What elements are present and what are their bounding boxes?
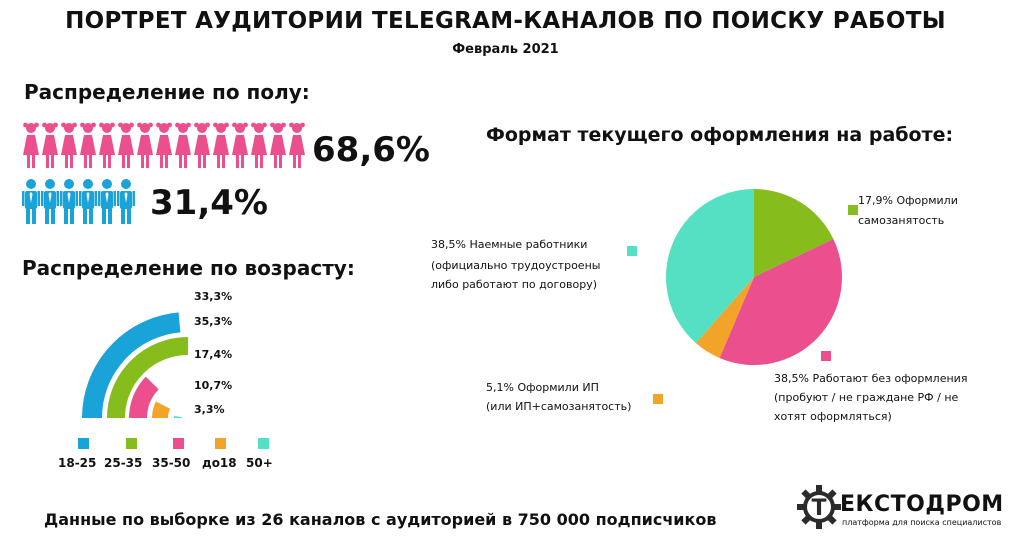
female-person-icon — [251, 122, 267, 168]
pie-label-line: 17,9% Оформили — [858, 194, 958, 207]
legend-swatch-35-50 — [173, 438, 184, 449]
male-percent: 31,4% — [150, 183, 268, 223]
legend-label-18-25: 18-25 — [58, 456, 96, 470]
male-person-icon — [41, 179, 59, 224]
pie-slice — [719, 239, 842, 365]
pie-slice — [666, 189, 754, 344]
legend-label-35-50: 35-50 — [152, 456, 190, 470]
legend-label-25-35: 25-35 — [104, 456, 142, 470]
age-arc-25-35 — [107, 337, 189, 419]
female-person-icon — [270, 122, 286, 168]
female-person-icon — [80, 122, 96, 168]
pie-legend-swatch — [848, 205, 858, 215]
pie-label-line: либо работают по договору) — [431, 278, 597, 291]
male-person-icon — [60, 179, 78, 224]
format-heading: Формат текущего оформления на работе: — [486, 124, 954, 146]
legend-label-50+: 50+ — [246, 456, 273, 470]
page-subtitle: Февраль 2021 — [452, 42, 559, 57]
female-person-icon — [42, 122, 58, 168]
gear-logo-icon: Т — [796, 484, 842, 530]
pie-label-line: 38,5% Наемные работники — [431, 238, 587, 251]
female-icon-row — [22, 122, 307, 172]
female-person-icon — [23, 122, 39, 168]
pie-legend-swatch — [821, 351, 831, 361]
pie-label-line: хотят оформляться) — [774, 410, 892, 423]
female-person-icon — [99, 122, 115, 168]
pie-slice — [695, 277, 754, 358]
legend-swatch-до18 — [215, 438, 226, 449]
pie-label-line: самозанятость — [858, 214, 944, 227]
brand-name: ЕКСТОДРОМ — [840, 492, 1004, 517]
pie-label-line: 5,1% Оформили ИП — [486, 381, 599, 394]
page-title: ПОРТРЕТ АУДИТОРИИ TELEGRAM-КАНАЛОВ ПО ПО… — [65, 8, 946, 34]
brand-tagline: платформа для поиска специалистов — [842, 518, 1002, 527]
female-person-icon — [213, 122, 229, 168]
age-value-label: 35,3% — [194, 315, 232, 328]
male-person-icon — [22, 179, 40, 224]
gender-heading: Распределение по полу: — [24, 80, 310, 104]
age-value-label: 10,7% — [194, 379, 232, 392]
pie-label-line: 38,5% Работают без оформления — [774, 372, 967, 385]
pie-legend-swatch — [653, 394, 663, 404]
female-person-icon — [175, 122, 191, 168]
legend-swatch-25-35 — [126, 438, 137, 449]
female-person-icon — [232, 122, 248, 168]
pie-slice — [754, 189, 834, 277]
legend-label-до18: до18 — [202, 456, 237, 470]
male-icon-row — [22, 178, 136, 228]
age-value-label: 3,3% — [194, 403, 225, 416]
pie-label-line: (пробуют / не граждане РФ / не — [774, 391, 959, 404]
female-person-icon — [194, 122, 210, 168]
male-person-icon — [79, 179, 97, 224]
age-value-label: 33,3% — [194, 290, 232, 303]
age-arc-35-50 — [129, 376, 160, 419]
footer-note: Данные по выборке из 26 каналов с аудито… — [44, 510, 717, 529]
male-person-icon — [117, 179, 135, 224]
female-person-icon — [156, 122, 172, 168]
female-person-icon — [118, 122, 134, 168]
age-radial-chart: 33,3% 35,3% 17,4% 10,7% 3,3% 18-25 25-35 35-50 д… — [58, 290, 273, 470]
pie-legend-swatch — [627, 246, 637, 256]
female-percent: 68,6% — [312, 130, 430, 170]
age-value-label: 17,4% — [194, 348, 232, 361]
male-person-icon — [98, 179, 116, 224]
female-person-icon — [61, 122, 77, 168]
female-person-icon — [289, 122, 305, 168]
brand-letter: Т — [811, 496, 826, 521]
age-arc-18-25 — [82, 312, 181, 419]
age-arc-до18 — [152, 401, 171, 419]
pie-label-line: (официально трудоустроены — [431, 259, 600, 272]
legend-swatch-50+ — [258, 438, 269, 449]
age-heading: Распределение по возрасту: — [22, 256, 355, 280]
pie-label-line: (или ИП+самозанятость) — [486, 400, 631, 413]
female-person-icon — [137, 122, 153, 168]
format-pie-chart: 17,9% Оформили самозанятость 38,5% Работаю… — [431, 189, 967, 423]
legend-swatch-18-25 — [78, 438, 89, 449]
